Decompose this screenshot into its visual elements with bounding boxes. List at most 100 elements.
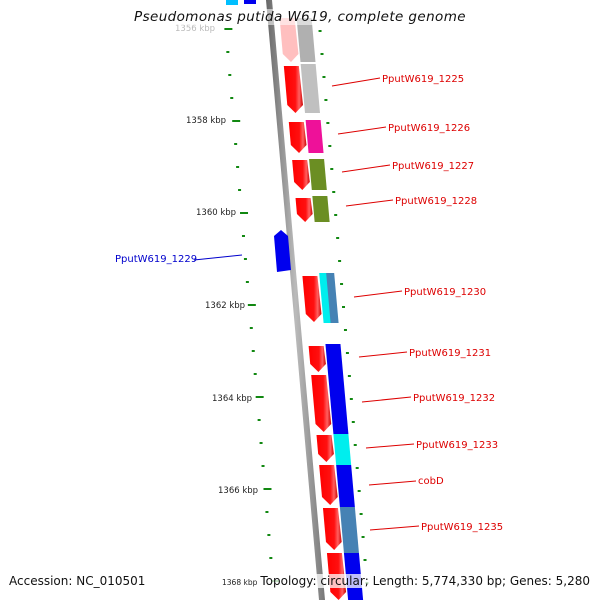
major-tick bbox=[224, 28, 233, 30]
gene-label[interactable]: PputW619_1228 bbox=[395, 196, 477, 207]
scale-tick-label: 1358 kbp bbox=[186, 116, 226, 126]
minor-tick bbox=[345, 352, 349, 354]
label-leader-line bbox=[361, 396, 412, 403]
minor-tick bbox=[336, 237, 340, 239]
gene-feature-forward bbox=[292, 160, 310, 190]
minor-tick bbox=[251, 350, 255, 352]
gene-feature-forward bbox=[311, 375, 332, 432]
major-tick bbox=[232, 120, 241, 122]
scale-tick-label: 1364 kbp bbox=[212, 394, 252, 404]
gene-feature-reverse bbox=[274, 230, 291, 272]
cog-gene-feature bbox=[312, 196, 330, 222]
gene-feature-forward bbox=[319, 465, 338, 505]
gene-label[interactable]: PputW619_1233 bbox=[416, 440, 498, 451]
gene-label[interactable]: PputW619_1230 bbox=[404, 287, 486, 298]
gene-feature bbox=[244, 0, 256, 4]
backbone-track bbox=[266, 0, 325, 600]
minor-tick bbox=[328, 145, 332, 147]
cog-gene-feature bbox=[333, 434, 352, 465]
minor-tick bbox=[338, 260, 342, 262]
label-leader-line bbox=[193, 254, 243, 261]
minor-tick bbox=[234, 143, 238, 145]
scale-tick-label: 1360 kbp bbox=[196, 208, 236, 218]
gene-feature-forward bbox=[322, 508, 342, 550]
scale-tick-label: 1366 kbp bbox=[218, 486, 258, 496]
minor-tick bbox=[265, 511, 269, 513]
major-tick bbox=[255, 396, 264, 398]
gene-feature-forward bbox=[302, 276, 322, 322]
minor-tick bbox=[241, 235, 245, 237]
major-tick bbox=[247, 304, 256, 306]
label-leader-line bbox=[353, 290, 403, 298]
minor-tick bbox=[359, 513, 363, 515]
cog-gene-feature bbox=[300, 64, 321, 113]
gene-label[interactable]: PputW619_1227 bbox=[392, 161, 474, 172]
gene-label[interactable]: PputW619_1231 bbox=[409, 348, 491, 359]
scale-tick-label: 1368 kbp bbox=[222, 578, 258, 587]
gene-feature-forward bbox=[288, 122, 307, 153]
minor-tick bbox=[334, 214, 338, 216]
minor-tick bbox=[269, 557, 273, 559]
minor-tick bbox=[243, 258, 247, 260]
minor-tick bbox=[363, 559, 367, 561]
label-leader-line bbox=[365, 443, 415, 449]
gene-label[interactable]: PputW619_1232 bbox=[413, 393, 495, 404]
minor-tick bbox=[253, 373, 257, 375]
cog-gene-feature bbox=[325, 344, 349, 434]
gene-feature-forward bbox=[279, 18, 299, 62]
minor-tick bbox=[347, 375, 351, 377]
minor-tick bbox=[257, 419, 261, 421]
scale-tick-label: 1356 kbp bbox=[175, 24, 215, 34]
minor-tick bbox=[326, 122, 330, 124]
minor-tick bbox=[355, 467, 359, 469]
minor-tick bbox=[245, 281, 249, 283]
label-leader-line bbox=[331, 77, 381, 87]
gene-label[interactable]: PputW619_1226 bbox=[388, 123, 470, 134]
minor-tick bbox=[267, 534, 271, 536]
cog-gene-feature bbox=[305, 120, 324, 153]
minor-tick bbox=[324, 99, 328, 101]
label-leader-line bbox=[341, 164, 391, 173]
minor-tick bbox=[342, 306, 346, 308]
cog-gene-feature bbox=[339, 507, 359, 553]
topology-summary: Topology: circular; Length: 5,774,330 bp… bbox=[260, 574, 590, 588]
label-leader-line bbox=[369, 525, 420, 531]
gene-label[interactable]: PputW619_1229 bbox=[115, 254, 197, 265]
minor-tick bbox=[357, 490, 361, 492]
minor-tick bbox=[230, 97, 234, 99]
label-leader-line bbox=[368, 480, 417, 486]
major-tick bbox=[263, 488, 272, 490]
gene-feature-forward bbox=[316, 435, 334, 462]
minor-tick bbox=[332, 191, 336, 193]
minor-tick bbox=[259, 442, 263, 444]
gene-feature-forward bbox=[283, 66, 303, 113]
label-leader-line bbox=[345, 199, 394, 207]
minor-tick bbox=[318, 30, 322, 32]
cog-gene-feature bbox=[319, 273, 332, 323]
minor-tick bbox=[238, 189, 242, 191]
cog-gene-feature bbox=[336, 465, 355, 507]
minor-tick bbox=[361, 536, 365, 538]
minor-tick bbox=[330, 168, 334, 170]
gene-label[interactable]: PputW619_1235 bbox=[421, 522, 503, 533]
minor-tick bbox=[343, 329, 347, 331]
label-leader-line bbox=[358, 351, 408, 358]
scale-tick-label: 1362 kbp bbox=[205, 301, 245, 311]
gene-feature-forward bbox=[295, 198, 313, 222]
major-tick bbox=[240, 212, 249, 214]
minor-tick bbox=[320, 53, 324, 55]
map-title: Pseudomonas putida W619, complete genome bbox=[0, 9, 600, 25]
minor-tick bbox=[340, 283, 344, 285]
minor-tick bbox=[228, 74, 232, 76]
minor-tick bbox=[349, 398, 353, 400]
gene-feature-forward bbox=[308, 346, 326, 372]
minor-tick bbox=[261, 465, 265, 467]
cog-gene-feature bbox=[326, 273, 339, 323]
minor-tick bbox=[353, 444, 357, 446]
gene-label[interactable]: PputW619_1225 bbox=[382, 74, 464, 85]
cog-gene-feature bbox=[296, 18, 316, 62]
gene-feature bbox=[226, 0, 238, 5]
minor-tick bbox=[226, 51, 230, 53]
gene-label[interactable]: cobD bbox=[418, 476, 444, 487]
